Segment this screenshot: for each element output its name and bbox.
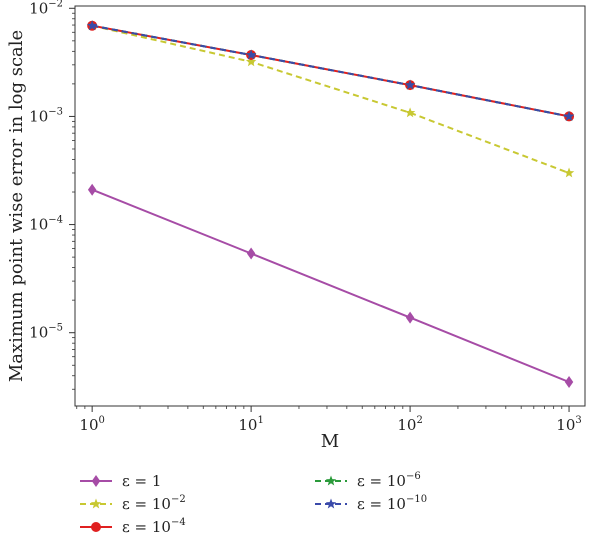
data-point: [245, 49, 257, 60]
legend-label: ε = 10−4: [122, 517, 186, 536]
y-tick-label: 10−4: [29, 215, 63, 234]
series-line: [92, 24, 570, 118]
data-point: [404, 107, 416, 118]
legend-marker: [90, 498, 102, 509]
y-axis-title: Maximum point wise error in log scale: [6, 30, 27, 382]
data-point: [563, 110, 575, 121]
data-point: [246, 247, 256, 260]
legend-item: ε = 10−2: [80, 494, 186, 513]
y-tick-label: 10−3: [29, 106, 63, 125]
legend-item: ε = 10−6: [315, 471, 421, 490]
legend-marker: [91, 522, 101, 532]
legend-label: ε = 10−6: [357, 471, 421, 490]
series-1: [86, 20, 575, 178]
x-tick-label: 102: [397, 415, 422, 434]
legend-item: ε = 10−10: [315, 494, 427, 513]
legend-item: ε = 10−4: [80, 517, 186, 536]
data-point: [405, 311, 415, 324]
series-2: [87, 20, 575, 122]
legend-marker: [91, 475, 101, 487]
x-tick-label: 101: [238, 415, 263, 434]
plot-frame: [74, 5, 586, 407]
data-point: [564, 376, 574, 389]
series-layer: [86, 20, 575, 389]
data-point: [245, 56, 257, 67]
y-tick-label: 10−2: [29, 0, 63, 17]
series-line: [91, 24, 570, 174]
x-tick-label: 103: [556, 415, 581, 434]
legend-label: ε = 10−2: [122, 494, 186, 513]
series-0: [87, 183, 574, 389]
legend-marker: [325, 475, 337, 486]
data-point: [86, 20, 98, 31]
data-point: [87, 183, 97, 196]
legend-item: ε = 1: [80, 472, 161, 490]
axis-layer: 100 101 102 103 10−5 10−4 10−3 10−2: [29, 0, 582, 434]
legend-label: ε = 1: [122, 472, 161, 490]
legend-marker: [325, 498, 337, 509]
x-axis-title: M: [321, 431, 339, 452]
series-line: [91, 188, 570, 383]
data-point: [404, 79, 416, 90]
y-tick-label: 10−5: [29, 323, 63, 342]
x-tick-label: 100: [79, 415, 104, 434]
data-point: [563, 167, 575, 178]
series-4: [86, 20, 575, 121]
legend: ε = 1 ε = 10−2 ε = 10−4 ε = 10−6 ε = 10−10: [80, 471, 427, 536]
legend-label: ε = 10−10: [357, 494, 427, 513]
